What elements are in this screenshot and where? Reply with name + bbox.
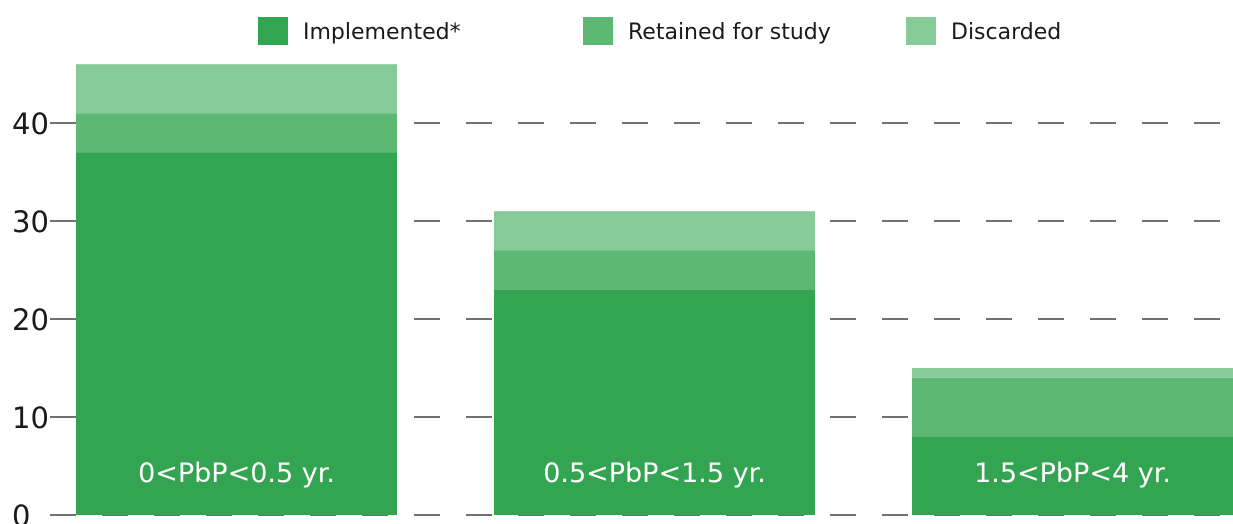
category-label: 0.5<PbP<1.5 yr. [543,458,766,489]
category-label: 0<PbP<0.5 yr. [138,458,335,489]
legend-swatch-retained-for-study [583,17,613,45]
legend: Implemented* Retained for study Discarded [258,17,1061,45]
bars [76,64,1233,515]
legend-swatch-implemented [258,17,288,45]
legend-label-implemented: Implemented* [303,20,461,45]
legend-label-retained-for-study: Retained for study [628,20,831,45]
category-label: 1.5<PbP<4 yr. [974,458,1171,489]
y-tick-label: 40 [12,107,49,141]
bar-discarded-1 [76,64,397,114]
y-tick-label: 30 [12,205,49,239]
bar-discarded-2 [494,211,815,251]
legend-label-discarded: Discarded [951,20,1061,45]
legend-swatch-discarded [906,17,936,45]
y-tick-label: 0 [12,499,30,524]
y-tick-label: 20 [12,303,49,337]
category-labels: 0<PbP<0.5 yr. 0.5<PbP<1.5 yr. 1.5<PbP<4 yr… [138,458,1171,489]
bar-discarded-3 [912,368,1233,378]
y-axis-ticks: 0 10 20 30 40 [12,107,49,524]
bar-implemented-1 [76,152,397,515]
bar-retained-for-study-3 [912,377,1233,437]
bar-retained-for-study-1 [76,113,397,153]
bar-implemented-3 [912,436,1233,515]
bar-implemented-2 [494,289,815,515]
y-tick-label: 10 [12,401,49,435]
bar-retained-for-study-2 [494,250,815,290]
